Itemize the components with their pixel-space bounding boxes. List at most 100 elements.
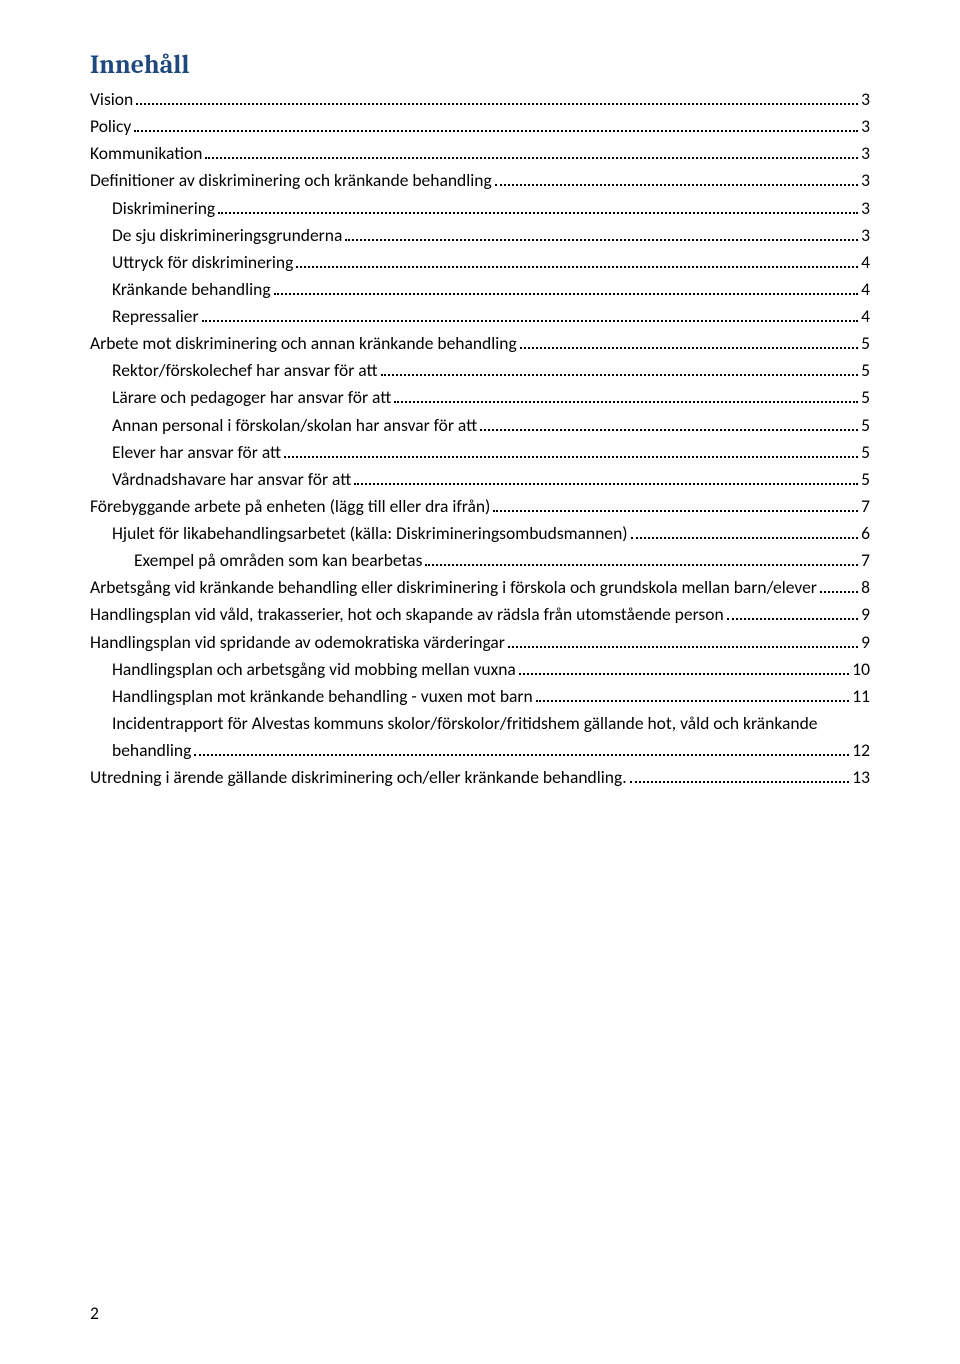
toc-entry-page: 5 xyxy=(861,466,870,493)
toc-leader-dots xyxy=(508,632,858,648)
toc-entry[interactable]: Kommunikation 3 xyxy=(90,140,870,167)
toc-entry-page: 6 xyxy=(861,520,870,547)
toc-entry[interactable]: Arbete mot diskriminering och annan krän… xyxy=(90,330,870,357)
toc-entry-label: Repressalier xyxy=(112,303,199,330)
toc-entry[interactable]: Hjulet för likabehandlingsarbetet (källa… xyxy=(90,520,870,547)
toc-entry[interactable]: Uttryck för diskriminering 4 xyxy=(90,249,870,276)
toc-entry-label: behandling xyxy=(112,737,191,764)
toc-entry-label: De sju diskrimineringsgrunderna xyxy=(112,222,342,249)
toc-leader-dots xyxy=(536,686,850,702)
toc-entry-label: Uttryck för diskriminering xyxy=(112,249,293,276)
toc-entry[interactable]: Exempel på områden som kan bearbetas 7 xyxy=(90,547,870,574)
toc-leader-dots xyxy=(345,225,858,241)
toc-entry[interactable]: Repressalier 4 xyxy=(90,303,870,330)
toc-entry-label: Kränkande behandling xyxy=(112,276,271,303)
toc-entry-page: 4 xyxy=(861,249,870,276)
toc-leader-dots xyxy=(820,578,858,594)
toc-leader-dots xyxy=(296,252,858,268)
toc-entry-label: Annan personal i förskolan/skolan har an… xyxy=(112,412,477,439)
toc-entry-label: Rektor/förskolechef har ansvar för att xyxy=(112,357,378,384)
toc-entry-label: Förebyggande arbete på enheten (lägg til… xyxy=(90,493,490,520)
toc-entry-page: 10 xyxy=(852,656,870,683)
toc-entry[interactable]: Handlingsplan vid våld, trakasserier, ho… xyxy=(90,601,870,628)
toc-entry[interactable]: De sju diskrimineringsgrunderna 3 xyxy=(90,222,870,249)
toc-entry[interactable]: Handlingsplan och arbetsgång vid mobbing… xyxy=(90,656,870,683)
toc-entry-page: 5 xyxy=(861,357,870,384)
toc-leader-dots xyxy=(381,361,859,377)
toc-entry-page: 5 xyxy=(861,330,870,357)
toc-entry[interactable]: Förebyggande arbete på enheten (lägg til… xyxy=(90,493,870,520)
toc-entry[interactable]: Policy 3 xyxy=(90,113,870,140)
toc-heading: Innehåll xyxy=(90,50,870,80)
toc-entry-label: Vårdnadshavare har ansvar för att xyxy=(112,466,351,493)
toc-entry[interactable]: Diskriminering 3 xyxy=(90,195,870,222)
toc-entry[interactable]: Incidentrapport för Alvestas kommuns sko… xyxy=(90,710,870,764)
toc-entry[interactable]: Handlingsplan mot kränkande behandling -… xyxy=(90,683,870,710)
toc-leader-dots xyxy=(480,415,858,431)
toc-leader-dots xyxy=(284,442,858,458)
toc-entry-page: 13 xyxy=(852,764,870,791)
toc-leader-dots xyxy=(631,523,859,539)
table-of-contents: Vision 3 Policy 3 Kommunikation 3 Definitioner… xyxy=(90,86,870,791)
toc-entry[interactable]: Rektor/förskolechef har ansvar för att 5 xyxy=(90,357,870,384)
toc-entry[interactable]: Vårdnadshavare har ansvar för att 5 xyxy=(90,466,870,493)
toc-entry-page: 5 xyxy=(861,412,870,439)
toc-entry-label: Arbete mot diskriminering och annan krän… xyxy=(90,330,517,357)
toc-entry-page: 3 xyxy=(861,86,870,113)
toc-entry-label: Arbetsgång vid kränkande behandling elle… xyxy=(90,574,817,601)
toc-entry-label: Kommunikation xyxy=(90,140,202,167)
toc-entry-page: 11 xyxy=(852,683,870,710)
toc-entry-page: 7 xyxy=(861,547,870,574)
toc-entry-label: Lärare och pedagoger har ansvar för att xyxy=(112,384,391,411)
toc-entry-label: Utredning i ärende gällande diskrimineri… xyxy=(90,764,627,791)
toc-leader-dots xyxy=(493,496,858,512)
toc-entry-page: 4 xyxy=(861,276,870,303)
toc-leader-dots xyxy=(519,659,849,675)
toc-leader-dots xyxy=(194,740,849,756)
toc-entry[interactable]: Utredning i ärende gällande diskrimineri… xyxy=(90,764,870,791)
toc-entry-page: 5 xyxy=(861,439,870,466)
toc-entry-label: Vision xyxy=(90,86,133,113)
toc-entry-page: 8 xyxy=(861,574,870,601)
toc-leader-dots xyxy=(394,388,858,404)
toc-leader-dots xyxy=(218,198,858,214)
toc-entry-page: 3 xyxy=(861,222,870,249)
toc-entry-label: Handlingsplan mot kränkande behandling -… xyxy=(112,683,533,710)
toc-entry-page: 5 xyxy=(861,384,870,411)
toc-leader-dots xyxy=(136,89,858,105)
toc-leader-dots xyxy=(354,469,858,485)
page-number: 2 xyxy=(90,1302,99,1324)
toc-entry[interactable]: Annan personal i förskolan/skolan har an… xyxy=(90,412,870,439)
toc-leader-dots xyxy=(520,333,858,349)
toc-entry-page: 3 xyxy=(861,167,870,194)
toc-entry-label: Incidentrapport för Alvestas kommuns sko… xyxy=(112,710,870,737)
toc-leader-dots xyxy=(630,767,850,783)
toc-entry-label: Definitioner av diskriminering och kränk… xyxy=(90,167,492,194)
toc-entry-label: Handlingsplan vid spridande av odemokrat… xyxy=(90,629,505,656)
toc-entry-label: Exempel på områden som kan bearbetas xyxy=(134,547,422,574)
toc-entry-label: Handlingsplan vid våld, trakasserier, ho… xyxy=(90,601,724,628)
toc-leader-dots xyxy=(425,550,858,566)
toc-entry-label: Hjulet för likabehandlingsarbetet (källa… xyxy=(112,520,628,547)
toc-entry-page: 4 xyxy=(861,303,870,330)
toc-entry-page: 3 xyxy=(861,195,870,222)
toc-entry-page: 3 xyxy=(861,140,870,167)
toc-entry-page: 9 xyxy=(861,629,870,656)
toc-entry[interactable]: Arbetsgång vid kränkande behandling elle… xyxy=(90,574,870,601)
toc-entry-label: Diskriminering xyxy=(112,195,215,222)
toc-entry[interactable]: Kränkande behandling 4 xyxy=(90,276,870,303)
toc-entry-page: 7 xyxy=(861,493,870,520)
toc-entry-page: 3 xyxy=(861,113,870,140)
toc-entry[interactable]: Elever har ansvar för att 5 xyxy=(90,439,870,466)
toc-entry[interactable]: Vision 3 xyxy=(90,86,870,113)
toc-leader-dots xyxy=(134,116,858,132)
toc-leader-dots xyxy=(274,279,859,295)
toc-entry-label: Elever har ansvar för att xyxy=(112,439,281,466)
toc-entry-page: 9 xyxy=(861,601,870,628)
toc-entry[interactable]: Handlingsplan vid spridande av odemokrat… xyxy=(90,629,870,656)
toc-entry-label: Policy xyxy=(90,113,131,140)
toc-leader-dots xyxy=(202,306,859,322)
toc-entry[interactable]: Definitioner av diskriminering och kränk… xyxy=(90,167,870,194)
toc-entry[interactable]: Lärare och pedagoger har ansvar för att 5 xyxy=(90,384,870,411)
toc-leader-dots xyxy=(727,605,858,621)
